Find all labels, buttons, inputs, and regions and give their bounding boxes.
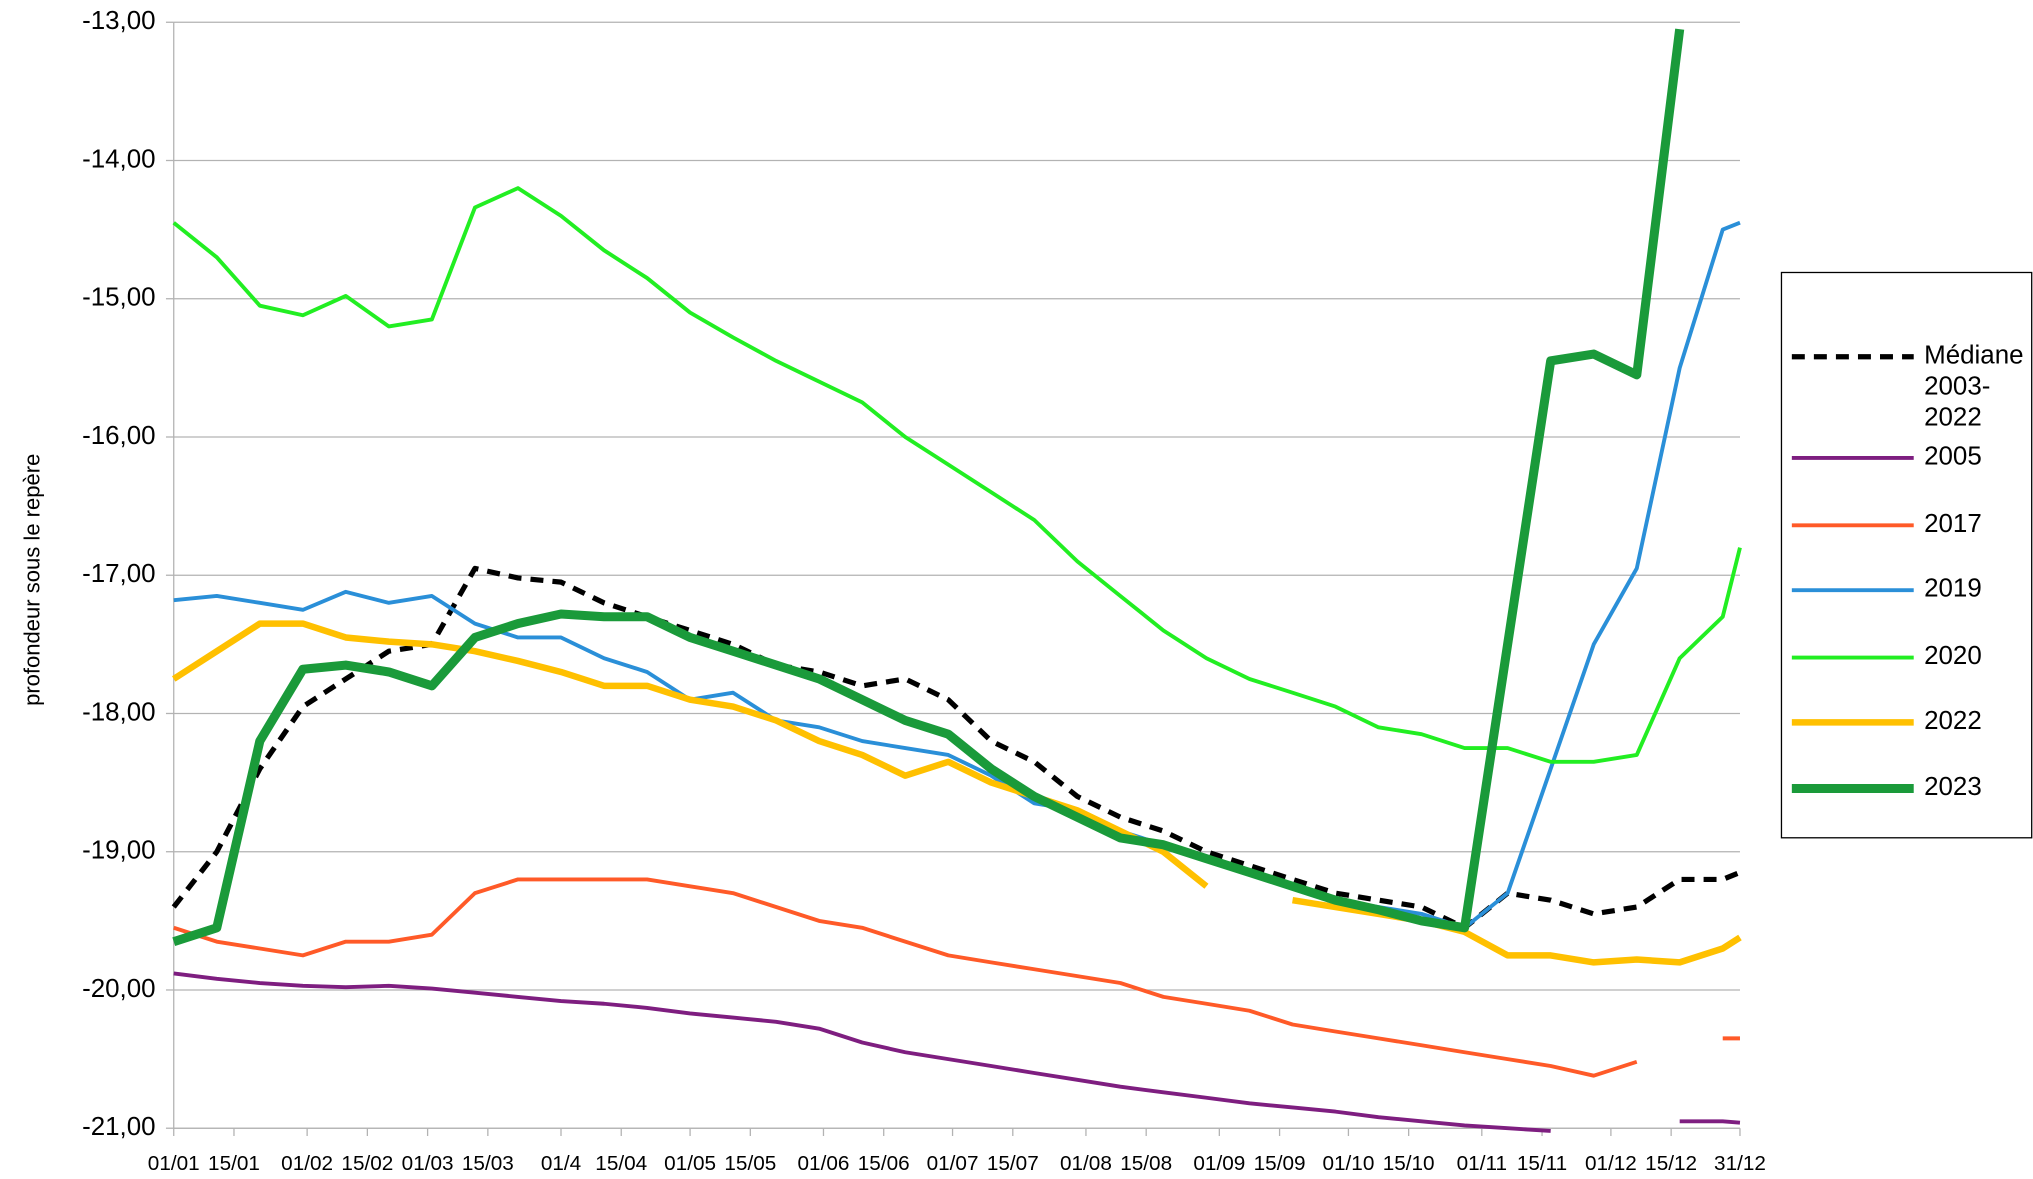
x-tick-label: 01/10: [1322, 1152, 1374, 1175]
legend-label: 2020: [1924, 642, 1982, 671]
legend-box: [1780, 271, 2033, 839]
legend-entry: 2019: [1924, 574, 1982, 604]
x-tick-label: 15/01: [208, 1152, 260, 1175]
x-tick-label: 15/02: [341, 1152, 393, 1175]
x-tick-label: 01/01: [148, 1152, 200, 1175]
x-tick-label: 15/10: [1383, 1152, 1435, 1175]
x-tick-label: 01/05: [664, 1152, 716, 1175]
x-tick-label: 15/04: [595, 1152, 647, 1175]
x-tick-label: 15/08: [1120, 1152, 1172, 1175]
x-tick-label: 15/06: [858, 1152, 910, 1175]
series-line: [173, 877, 1740, 1078]
series-line: [173, 220, 1741, 930]
y-tick-label: -21,00: [82, 1113, 156, 1141]
y-tick-label: -16,00: [82, 422, 156, 450]
legend-entry: 2005: [1924, 442, 1982, 471]
x-tick-label: 01/11: [1457, 1152, 1507, 1175]
x-tick-label: 31/12: [1714, 1152, 1766, 1175]
x-tick-label: 15/11: [1517, 1152, 1567, 1175]
legend-label: 2022: [1924, 706, 1982, 736]
x-tick-label: 15/09: [1254, 1152, 1306, 1175]
legend-entry: 2022: [1924, 706, 1982, 736]
x-tick-label: 01/02: [281, 1152, 333, 1175]
x-tick-label: 01/09: [1193, 1152, 1245, 1175]
x-tick-label: 01/03: [402, 1152, 454, 1175]
legend-label: 2019: [1924, 574, 1982, 604]
y-tick-label: -20,00: [82, 975, 156, 1003]
y-tick-label: -18,00: [82, 698, 156, 726]
x-tick-label: 01/4: [541, 1152, 581, 1175]
y-tick-label: -13,00: [82, 7, 156, 35]
y-tick-label: -14,00: [82, 145, 156, 173]
legend-entry: 2017: [1924, 509, 1982, 539]
x-tick-label: 15/07: [987, 1152, 1039, 1175]
legend-entry: Médiane 2003-2022: [1924, 341, 2024, 432]
legend-entry: 2020: [1924, 642, 1982, 671]
legend-label: 2023: [1924, 772, 1982, 802]
y-tick-label: -19,00: [82, 837, 156, 865]
x-tick-label: 01/07: [927, 1152, 979, 1175]
y-tick-label: -15,00: [82, 284, 156, 312]
x-tick-label: 15/05: [724, 1152, 776, 1175]
series-line: [172, 186, 1742, 764]
legend-entry: 2023: [1924, 772, 1982, 802]
x-tick-label: 15/12: [1645, 1152, 1697, 1175]
y-axis-label: profondeur sous le repère: [20, 454, 45, 706]
x-tick-label: 01/12: [1585, 1152, 1637, 1175]
legend-label: Médiane 2003-2022: [1924, 341, 2024, 432]
x-tick-label: 01/06: [798, 1152, 850, 1175]
series-line: [172, 28, 1685, 946]
x-tick-label: 01/08: [1060, 1152, 1112, 1175]
y-tick-label: -17,00: [82, 560, 156, 588]
x-tick-label: 15/03: [462, 1152, 514, 1175]
legend-label: 2017: [1924, 509, 1982, 539]
legend-label: 2005: [1924, 442, 1982, 471]
series-line: [173, 971, 1741, 1133]
